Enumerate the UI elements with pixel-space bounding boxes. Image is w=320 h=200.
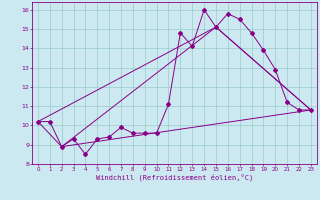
X-axis label: Windchill (Refroidissement éolien,°C): Windchill (Refroidissement éolien,°C) — [96, 173, 253, 181]
